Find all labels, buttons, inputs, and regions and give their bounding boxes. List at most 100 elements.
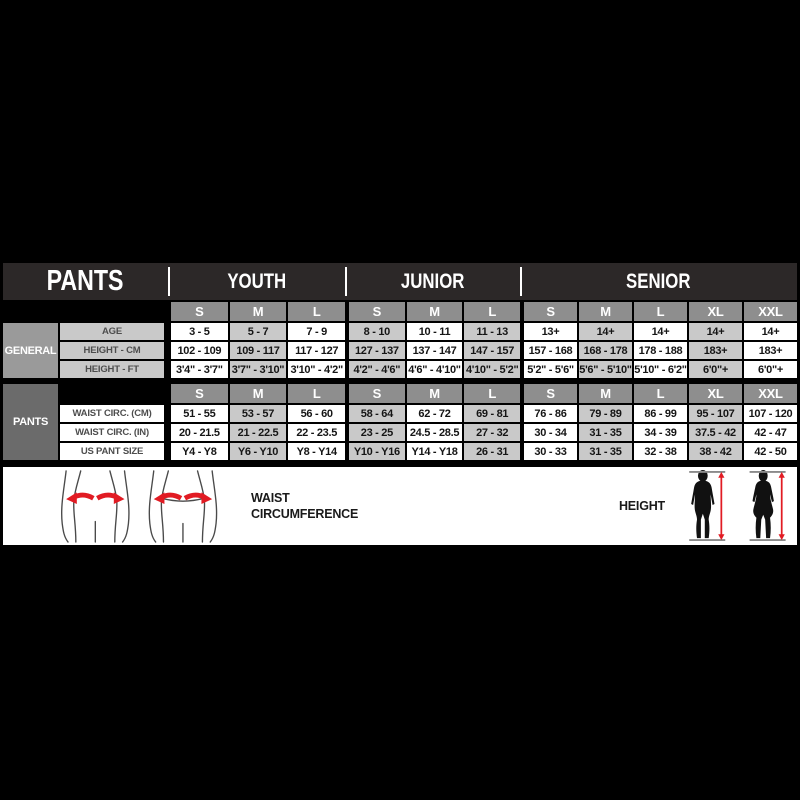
table-cell: 30 - 34 [524, 424, 577, 441]
table-cell: 51 - 55 [171, 405, 228, 422]
size-column-header: S [524, 384, 577, 403]
table-cell: 14+ [579, 323, 632, 340]
table-cell: 5 - 7 [229, 323, 287, 340]
row-label: WAIST CIRC. (CM) [60, 405, 164, 422]
legend-band: WAIST CIRCUMFERENCE HEIGHT [3, 467, 797, 545]
table-cell: Y6 - Y10 [229, 443, 287, 460]
row-label: US PANT SIZE [60, 443, 164, 460]
table-cell: 102 - 109 [171, 342, 228, 359]
size-column-header: S [171, 384, 228, 403]
table-cell: 8 - 10 [349, 323, 405, 340]
group-header-junior: JUNIOR [345, 263, 520, 300]
table-cell: 5'2" - 5'6" [524, 361, 577, 378]
waist-measurement-figures-icon [61, 470, 218, 543]
table-cell: 4'6" - 4'10" [406, 361, 463, 378]
table-cell: 6'0"+ [744, 361, 797, 378]
table-cell: 4'2" - 4'6" [349, 361, 405, 378]
row-label: WAIST CIRC. (IN) [60, 424, 164, 441]
height-label: HEIGHT [618, 499, 665, 513]
chart-title: PANTS [3, 263, 168, 300]
size-column-header: L [288, 384, 346, 403]
table-cell: 24.5 - 28.5 [406, 424, 463, 441]
section-general: GENERAL AGE 3 - 5 5 - 7 7 - 9 8 - 10 10 … [3, 323, 797, 378]
table-cell: Y4 - Y8 [171, 443, 228, 460]
size-header-row-general: S M L S M L S M L XL XXL [3, 302, 797, 321]
table-cell: Y14 - Y18 [406, 443, 463, 460]
table-cell: 147 - 157 [464, 342, 521, 359]
table-cell: 5'6" - 5'10" [579, 361, 632, 378]
table-cell: 183+ [689, 342, 742, 359]
table-cell: 34 - 39 [634, 424, 687, 441]
table-cell: 183+ [744, 342, 797, 359]
table-cell: Y10 - Y16 [349, 443, 405, 460]
table-cell: 4'10" - 5'2" [464, 361, 521, 378]
table-row-waist-cm: WAIST CIRC. (CM) 51 - 55 53 - 57 56 - 60… [60, 405, 797, 422]
table-cell: 42 - 50 [744, 443, 797, 460]
table-cell: 6'0"+ [689, 361, 742, 378]
size-column-header: XXL [744, 384, 797, 403]
chart-title-text: PANTS [47, 265, 124, 297]
table-cell: 7 - 9 [288, 323, 346, 340]
table-cell: 26 - 31 [464, 443, 521, 460]
table-cell: 23 - 25 [349, 424, 405, 441]
size-column-header: L [464, 302, 521, 321]
table-cell: 37.5 - 42 [689, 424, 742, 441]
size-column-header: L [634, 302, 687, 321]
table-cell: 127 - 137 [349, 342, 405, 359]
table-cell: 56 - 60 [288, 405, 346, 422]
table-row-height-cm: HEIGHT - CM 102 - 109 109 - 117 117 - 12… [60, 342, 797, 359]
youth-size-group: S M L [168, 302, 346, 321]
table-cell: 58 - 64 [349, 405, 405, 422]
row-label: AGE [60, 323, 164, 340]
table-cell: 14+ [744, 323, 797, 340]
table-cell: 13+ [524, 323, 577, 340]
table-cell: 27 - 32 [464, 424, 521, 441]
table-cell: 117 - 127 [288, 342, 346, 359]
size-column-header: M [229, 302, 287, 321]
table-cell: 14+ [689, 323, 742, 340]
waist-label-line2: CIRCUMFERENCE [251, 507, 359, 521]
table-row-us-pant-size: US PANT SIZE Y4 - Y8 Y6 - Y10 Y8 - Y14 Y… [60, 443, 797, 460]
table-cell: 109 - 117 [229, 342, 287, 359]
table-row-height-ft: HEIGHT - FT 3'4" - 3'7" 3'7" - 3'10" 3'1… [60, 361, 797, 378]
size-column-header: M [406, 302, 463, 321]
table-header-band: PANTS YOUTH JUNIOR SENIOR [3, 263, 797, 300]
section-label-pants: PANTS [3, 384, 58, 460]
table-cell: 30 - 33 [524, 443, 577, 460]
row-label: HEIGHT - FT [60, 361, 164, 378]
label-column-spacer [3, 302, 168, 321]
table-cell: 95 - 107 [689, 405, 742, 422]
male-silhouette [689, 469, 726, 542]
size-header-cells: S M L S M L S M L XL XXL [168, 302, 797, 321]
size-header-row-pants: S M L S M L S M L XL [60, 384, 797, 403]
size-column-header: XL [689, 302, 742, 321]
table-cell: 3'10" - 4'2" [288, 361, 346, 378]
size-column-header: M [579, 384, 632, 403]
size-column-header: S [349, 302, 405, 321]
table-cell: 3'4" - 3'7" [171, 361, 228, 378]
size-column-header: L [464, 384, 521, 403]
row-label-spacer [60, 384, 164, 403]
table-cell: 79 - 89 [579, 405, 632, 422]
group-header-youth: YOUTH [168, 263, 345, 300]
table-cell: 53 - 57 [229, 405, 287, 422]
group-header-senior: SENIOR [520, 263, 797, 300]
table-cell: 69 - 81 [464, 405, 521, 422]
table-cell: 178 - 188 [634, 342, 687, 359]
senior-size-group: S M L XL XXL [520, 302, 797, 321]
table-cell: 22 - 23.5 [288, 424, 346, 441]
pants-size-chart: PANTS YOUTH JUNIOR SENIOR S M L S M L [3, 263, 797, 545]
junior-size-group: S M L [345, 302, 521, 321]
waist-circumference-label: WAIST CIRCUMFERENCE [251, 490, 358, 523]
table-cell: 168 - 178 [579, 342, 632, 359]
table-cell: 38 - 42 [689, 443, 742, 460]
table-cell: 137 - 147 [406, 342, 463, 359]
size-column-header: M [406, 384, 463, 403]
table-cell: 86 - 99 [634, 405, 687, 422]
waist-label-line1: WAIST [251, 490, 290, 505]
table-cell: 3 - 5 [171, 323, 228, 340]
table-cell: 157 - 168 [524, 342, 577, 359]
section-pants: PANTS S M L S M L [3, 384, 797, 460]
table-cell: 32 - 38 [634, 443, 687, 460]
table-cell: 42 - 47 [744, 424, 797, 441]
